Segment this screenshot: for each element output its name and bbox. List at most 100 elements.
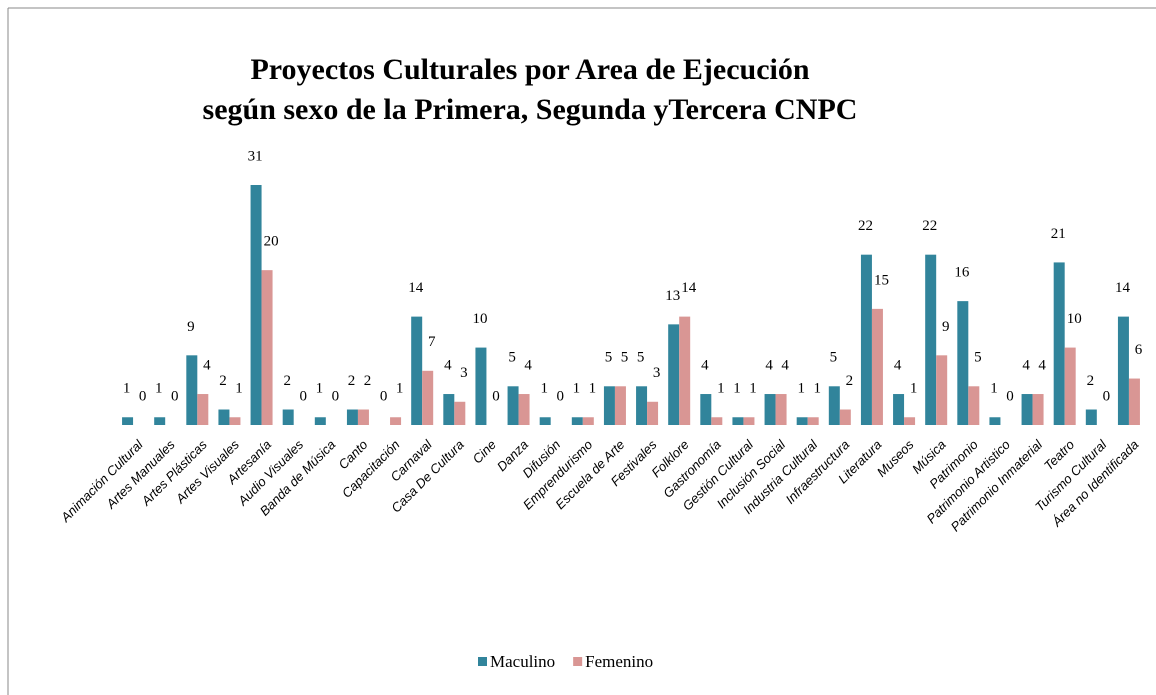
value-label: 2 [1087, 373, 1095, 389]
bar [154, 417, 166, 425]
value-label: 3 [653, 365, 661, 381]
bar [411, 316, 423, 425]
bar [475, 347, 487, 425]
value-label: 7 [428, 334, 436, 350]
bar [711, 417, 723, 425]
bar [1128, 378, 1140, 425]
bar [539, 417, 551, 425]
bar [1117, 316, 1129, 425]
bar [1032, 394, 1044, 425]
bar [346, 409, 358, 425]
bar [443, 394, 455, 425]
value-label: 4 [765, 357, 773, 373]
value-label: 5 [637, 350, 645, 366]
value-label: 9 [187, 319, 195, 335]
value-label: 5 [508, 350, 516, 366]
value-label: 3 [460, 365, 468, 381]
bar [122, 417, 134, 425]
bar [261, 270, 273, 425]
bar [454, 401, 466, 425]
bar [764, 394, 776, 425]
legend-label: Maculino [490, 652, 555, 671]
value-label: 2 [846, 373, 854, 389]
value-label: 20 [264, 234, 279, 250]
chart-title: Proyectos Culturales por Area de Ejecuci… [250, 53, 809, 86]
bar [507, 386, 519, 425]
value-label: 4 [894, 357, 902, 373]
bar [518, 394, 530, 425]
value-label: 1 [990, 381, 998, 397]
value-label: 1 [396, 381, 404, 397]
value-label: 2 [364, 373, 372, 389]
value-label: 0 [1103, 388, 1111, 404]
bar [186, 355, 198, 425]
bar [422, 370, 434, 425]
value-label: 13 [665, 288, 680, 304]
value-label: 1 [540, 381, 548, 397]
bar [925, 254, 937, 425]
value-label: 22 [922, 218, 937, 234]
bar [807, 417, 819, 425]
value-label: 4 [1038, 357, 1046, 373]
value-label: 1 [123, 381, 131, 397]
bar [636, 386, 648, 425]
bar [390, 417, 402, 425]
value-label: 5 [974, 350, 982, 366]
bar [250, 185, 262, 425]
value-label: 0 [299, 388, 307, 404]
value-label: 1 [733, 381, 741, 397]
bar [828, 386, 840, 425]
value-label: 21 [1051, 226, 1066, 242]
bar [314, 417, 326, 425]
value-label: 5 [605, 350, 613, 366]
value-label: 2 [283, 373, 291, 389]
value-label: 4 [781, 357, 789, 373]
bar [957, 301, 969, 425]
bar [743, 417, 755, 425]
value-label: 0 [171, 388, 179, 404]
bar [871, 308, 883, 425]
value-label: 5 [621, 350, 629, 366]
value-label: 4 [1022, 357, 1030, 373]
bar [860, 254, 872, 425]
value-label: 31 [248, 148, 263, 164]
bar [775, 394, 787, 425]
value-label: 14 [681, 280, 697, 296]
bar [1085, 409, 1097, 425]
bar [282, 409, 294, 425]
value-label: 0 [139, 388, 147, 404]
bar [904, 417, 916, 425]
value-label: 4 [203, 357, 211, 373]
value-label: 1 [155, 381, 163, 397]
value-label: 0 [492, 388, 500, 404]
bar [229, 417, 241, 425]
value-label: 14 [408, 280, 424, 296]
value-label: 1 [589, 381, 597, 397]
legend-swatch [573, 657, 583, 666]
value-label: 2 [219, 373, 227, 389]
value-label: 4 [701, 357, 709, 373]
value-label: 14 [1115, 280, 1131, 296]
chart-subtitle: según sexo de la Primera, Segunda yTerce… [203, 93, 858, 126]
value-label: 16 [954, 265, 970, 281]
value-label: 5 [830, 350, 838, 366]
value-label: 15 [874, 272, 889, 288]
bar [1064, 347, 1076, 425]
value-label: 4 [524, 357, 532, 373]
legend-swatch [478, 657, 487, 666]
value-label: 0 [556, 388, 564, 404]
value-label: 10 [472, 311, 487, 327]
bar [893, 394, 905, 425]
value-label: 1 [749, 381, 757, 397]
bar [1021, 394, 1033, 425]
value-label: 1 [573, 381, 581, 397]
bar [1053, 262, 1065, 425]
bar [700, 394, 712, 425]
bar [732, 417, 744, 425]
bar [571, 417, 583, 425]
value-label: 0 [1006, 388, 1014, 404]
value-label: 0 [380, 388, 388, 404]
bar [603, 386, 615, 425]
bar [679, 316, 691, 425]
